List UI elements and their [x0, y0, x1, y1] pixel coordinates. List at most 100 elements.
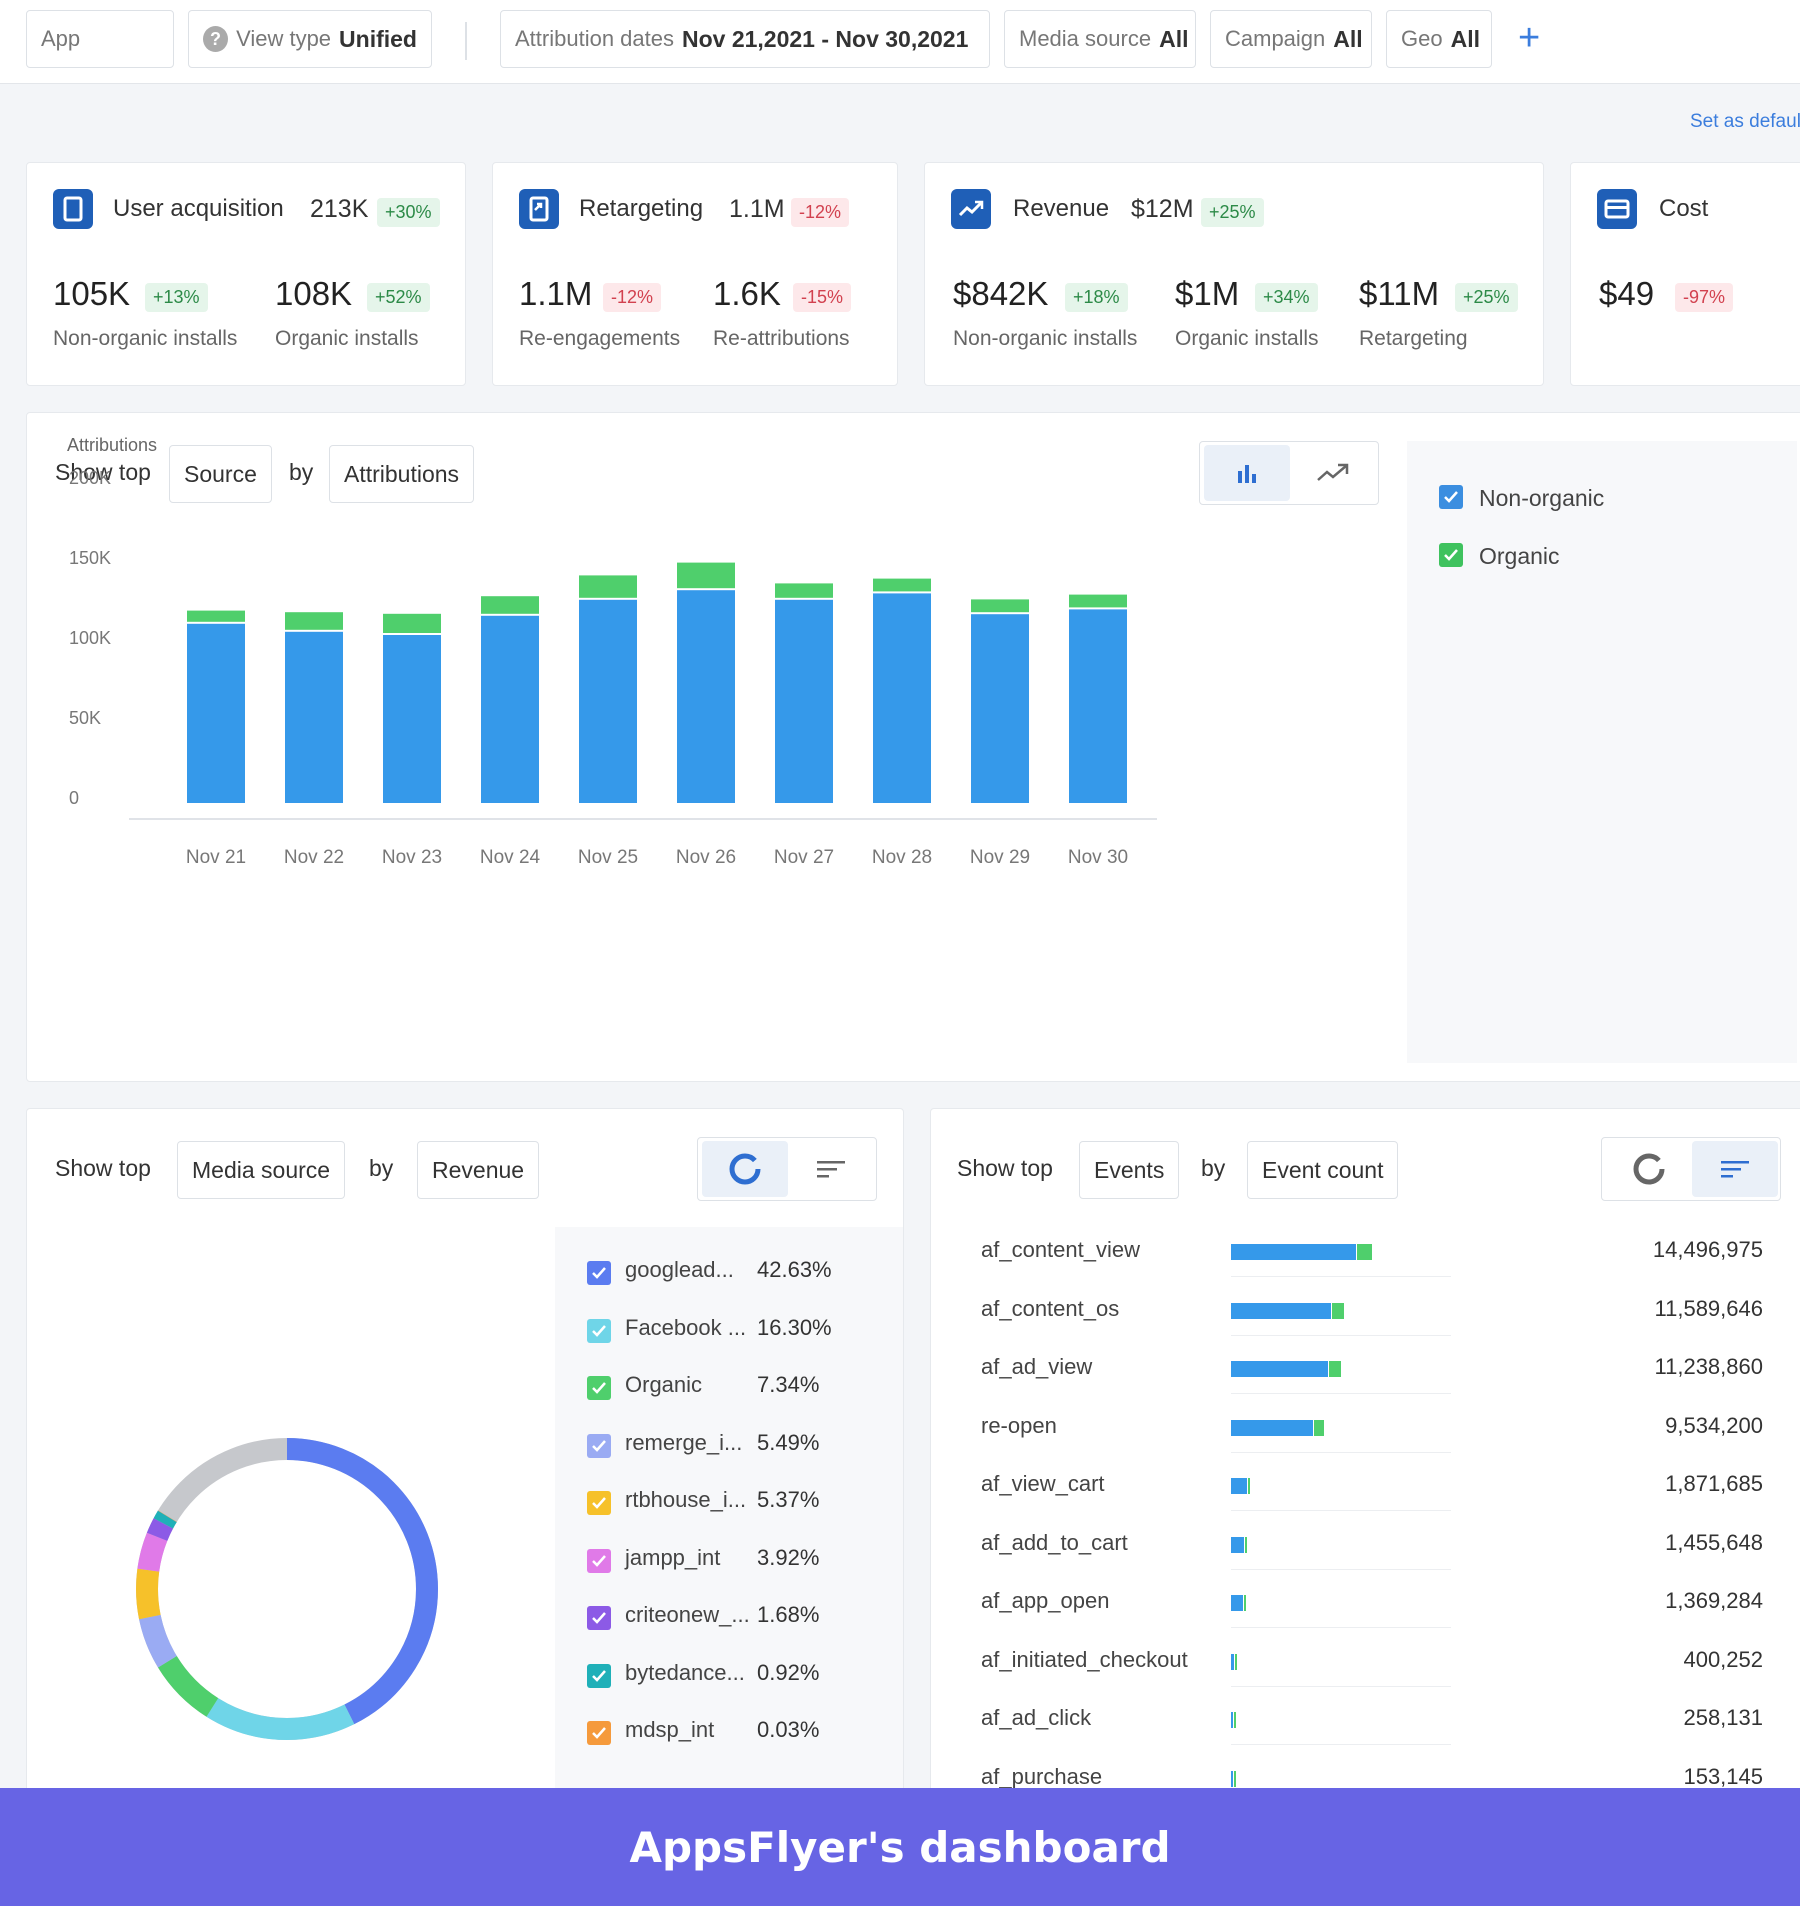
y-tick-label: 150K [69, 548, 111, 568]
metric-select[interactable]: Event count [1247, 1141, 1399, 1199]
view-type-filter[interactable]: ? View type Unified [188, 10, 432, 68]
donut-icon [729, 1153, 761, 1185]
y-tick-label: 0 [69, 788, 79, 808]
media-source-checkbox[interactable] [587, 1606, 611, 1630]
attribution-dates-filter[interactable]: Attribution dates Nov 21,2021 - Nov 30,2… [500, 10, 990, 68]
media-source-checkbox[interactable] [587, 1261, 611, 1285]
event-bar-organic [1248, 1478, 1251, 1494]
bar-non-organic[interactable] [187, 623, 245, 803]
donut-chart-button[interactable] [702, 1141, 788, 1197]
legend-non-organic: Non-organic [1479, 485, 1605, 511]
media-source-item[interactable]: googlead... 42.63% [555, 1251, 855, 1291]
trend-line-icon [1317, 463, 1349, 481]
event-row[interactable]: af_ad_view 11,238,860 [931, 1348, 1791, 1396]
bar-non-organic[interactable] [677, 590, 735, 803]
media-source-item[interactable]: remerge_i... 5.49% [555, 1424, 855, 1464]
metric-select[interactable]: Revenue [417, 1141, 540, 1199]
event-name: af_app_open [981, 1588, 1110, 1613]
checkbox-non-organic[interactable] [1439, 485, 1463, 509]
media-source-item[interactable]: rtbhouse_i... 5.37% [555, 1481, 855, 1521]
list-view-button[interactable] [1692, 1141, 1778, 1197]
media-source-checkbox[interactable] [587, 1548, 611, 1573]
donut-slice[interactable] [136, 1438, 438, 1740]
event-row[interactable]: af_content_view 14,496,975 [931, 1231, 1791, 1279]
media-source-item[interactable]: criteonew_... 1.68% [555, 1596, 855, 1636]
bar-chart-button[interactable] [1204, 445, 1290, 501]
bar-organic[interactable] [873, 578, 931, 592]
event-count: 258,131 [1683, 1705, 1763, 1730]
bar-non-organic[interactable] [971, 614, 1029, 803]
event-row[interactable]: af_app_open 1,369,284 [931, 1582, 1791, 1630]
event-name: af_add_to_cart [981, 1529, 1128, 1555]
bar-non-organic[interactable] [383, 635, 441, 803]
media-source-checkbox[interactable] [587, 1491, 611, 1515]
donut-slice[interactable] [136, 1438, 438, 1740]
media-source-filter[interactable]: Media source All [1004, 10, 1196, 68]
event-row[interactable]: re-open 9,534,200 [931, 1407, 1791, 1455]
media-source-checkbox[interactable] [587, 1318, 611, 1343]
chart-type-toggle [1199, 441, 1379, 505]
bar-non-organic[interactable] [775, 599, 833, 803]
bar-chart-icon [1238, 465, 1256, 483]
donut-slice[interactable] [136, 1438, 438, 1740]
x-tick-label: Nov 30 [1068, 847, 1128, 868]
media-source-name: criteonew_... [625, 1602, 750, 1627]
dimension-select[interactable]: Source [169, 445, 272, 503]
event-count: 1,871,685 [1665, 1471, 1763, 1496]
app-filter[interactable]: App [26, 10, 174, 68]
media-source-checkbox[interactable] [587, 1376, 611, 1400]
trend-up-icon [951, 189, 991, 229]
row-divider [1231, 1568, 1451, 1570]
event-row[interactable]: af_initiated_checkout 400,252 [931, 1641, 1791, 1689]
line-chart-button[interactable] [1290, 445, 1376, 501]
event-row[interactable]: af_purchase 153,145 [931, 1758, 1791, 1806]
media-source-item[interactable]: mdsp_int 0.03% [555, 1711, 855, 1751]
bar-organic[interactable] [187, 610, 245, 622]
row-divider [1231, 1685, 1451, 1687]
help-icon[interactable]: ? [203, 26, 229, 52]
event-bar-non-organic [1231, 1419, 1313, 1436]
bar-non-organic[interactable] [873, 593, 931, 803]
media-source-item[interactable]: bytedance... 0.92% [555, 1654, 855, 1694]
plus-icon[interactable]: + [1518, 17, 1541, 59]
set-as-default-link[interactable]: Set as default [1690, 111, 1800, 132]
kpi-title: Revenue [1013, 195, 1110, 222]
checkbox-organic[interactable] [1439, 543, 1463, 567]
list-view-button[interactable] [788, 1141, 874, 1197]
media-source-item[interactable]: Organic 7.34% [555, 1366, 855, 1406]
event-row[interactable]: af_content_os 11,589,646 [931, 1290, 1791, 1338]
event-row[interactable]: af_add_to_cart 1,455,648 [931, 1524, 1791, 1572]
x-tick-label: Nov 27 [774, 847, 834, 868]
bar-organic[interactable] [285, 612, 343, 630]
event-count: 1,455,648 [1665, 1529, 1763, 1555]
media-source-checkbox[interactable] [587, 1721, 611, 1745]
media-source-item[interactable]: jampp_int 3.92% [555, 1539, 855, 1579]
bar-organic[interactable] [971, 599, 1029, 613]
bar-organic[interactable] [1069, 594, 1127, 608]
bar-organic[interactable] [383, 613, 441, 633]
kpi-metric-change: -15% [793, 283, 852, 312]
metric-select[interactable]: Attributions [329, 445, 475, 503]
event-name: af_ad_click [981, 1705, 1092, 1730]
dimension-select[interactable]: Events [1079, 1141, 1180, 1199]
row-divider [1231, 1627, 1451, 1628]
geo-filter[interactable]: Geo All [1386, 10, 1492, 68]
bar-organic[interactable] [775, 583, 833, 598]
media-source-item[interactable]: Facebook ... 16.30% [555, 1309, 855, 1349]
bar-non-organic[interactable] [579, 599, 637, 803]
bar-organic[interactable] [481, 596, 539, 614]
bar-organic[interactable] [677, 562, 735, 589]
event-row[interactable]: af_view_cart 1,871,685 [931, 1465, 1791, 1513]
event-row[interactable]: af_ad_click 258,131 [931, 1699, 1791, 1747]
bar-non-organic[interactable] [481, 615, 539, 803]
bar-non-organic[interactable] [1069, 609, 1127, 803]
media-source-name: googlead... [625, 1257, 734, 1282]
media-source-checkbox[interactable] [587, 1663, 611, 1688]
media-source-checkbox[interactable] [587, 1433, 611, 1458]
media-source-percent: 16.30% [757, 1314, 832, 1340]
bar-organic[interactable] [579, 575, 637, 598]
campaign-filter[interactable]: Campaign All [1210, 10, 1372, 68]
donut-chart-button[interactable] [1606, 1141, 1692, 1197]
dimension-select[interactable]: Media source [177, 1141, 346, 1199]
bar-non-organic[interactable] [285, 631, 343, 803]
